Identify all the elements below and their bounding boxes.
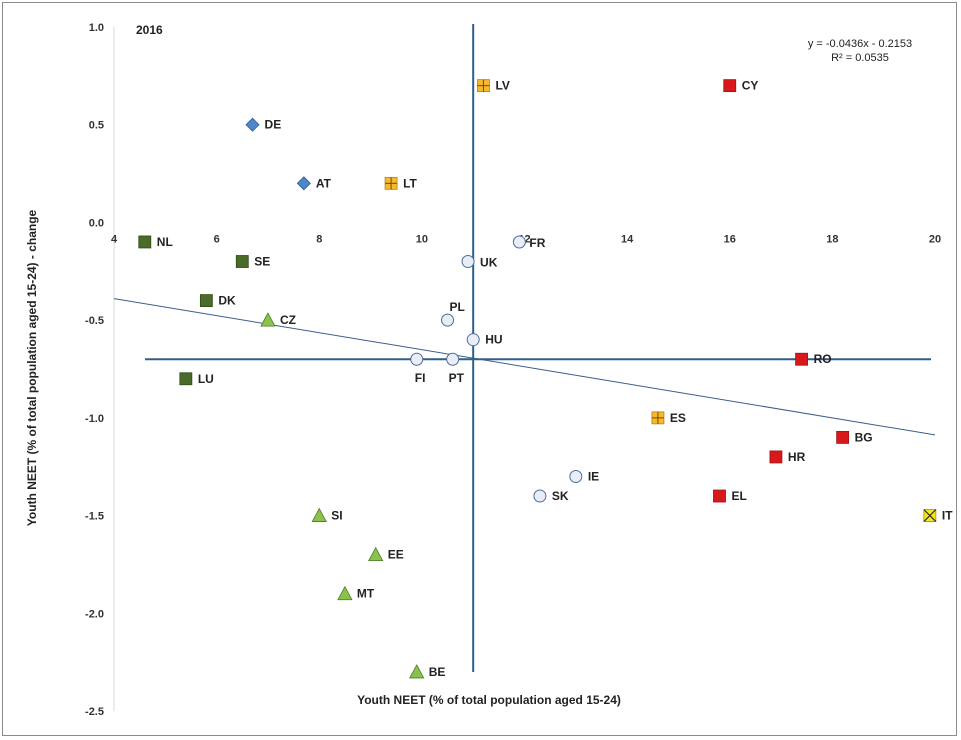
label-sk: SK [552, 489, 569, 503]
x-axis-title: Youth NEET (% of total population aged 1… [357, 693, 621, 707]
label-lt: LT [403, 176, 417, 190]
point-uk [461, 255, 475, 269]
point-at [296, 176, 311, 191]
y-tick-label: -2.5 [85, 706, 104, 718]
x-tick-label: 16 [724, 233, 736, 245]
reference-lines [145, 24, 931, 672]
point-cy [723, 79, 737, 93]
point-si [311, 507, 327, 522]
x-tick-label: 6 [214, 233, 220, 245]
point-cz [260, 312, 276, 327]
y-tick-label: 0.5 [89, 120, 104, 132]
point-labels: DE AT LV LT ES CY RO BG HR EL NL SE DK LU CZ SI EE MT BE FR… [157, 79, 953, 679]
point-it-x2 [923, 509, 937, 522]
label-mt: MT [357, 587, 375, 601]
y-tick-label: -1.5 [85, 511, 104, 523]
point-pl [441, 313, 455, 327]
trendline-equation: y = -0.0436x - 0.2153 [808, 38, 912, 50]
trendline [113, 298, 936, 436]
label-de: DE [265, 118, 282, 132]
x-tick-label: 18 [826, 233, 838, 245]
point-mt [337, 585, 353, 601]
label-cz: CZ [280, 313, 296, 327]
trendline-r2: R² = 0.0535 [831, 52, 889, 64]
point-sk [533, 489, 547, 503]
label-el: EL [731, 489, 746, 503]
point-hr [769, 450, 783, 464]
label-nl: NL [157, 235, 173, 249]
label-uk: UK [480, 256, 498, 270]
label-lu: LU [198, 372, 214, 386]
point-be [409, 664, 425, 679]
x-tick-label: 8 [316, 233, 322, 245]
label-pt: PT [449, 371, 465, 385]
y-tick-label: 1.0 [89, 22, 104, 34]
label-bg: BG [855, 430, 873, 444]
point-el [713, 489, 726, 503]
label-dk: DK [218, 294, 236, 308]
y-tick-label: 0.0 [89, 217, 104, 229]
y-axis-title: Youth NEET (% of total population aged 1… [25, 209, 39, 526]
label-it: IT [942, 509, 953, 523]
x-tick-label: 10 [416, 233, 428, 245]
x-tick-label: 4 [111, 233, 118, 245]
label-cy: CY [742, 79, 759, 93]
label-fi: FI [415, 371, 426, 385]
y-tick-label: -0.5 [85, 315, 104, 327]
y-tick-label: -2.0 [85, 608, 104, 620]
point-dk [199, 294, 213, 308]
label-si: SI [331, 509, 342, 523]
point-ee [368, 546, 384, 562]
point-fr [512, 235, 526, 249]
point-fi [410, 352, 424, 366]
point-pt [446, 352, 460, 366]
label-hu: HU [485, 333, 502, 347]
x-tick-label: 20 [929, 233, 941, 245]
label-at: AT [316, 176, 332, 190]
point-ie [569, 469, 583, 483]
point-se [235, 255, 249, 268]
label-ee: EE [388, 548, 404, 562]
label-se: SE [254, 255, 270, 269]
label-pl: PL [450, 300, 465, 314]
point-bg [836, 430, 850, 444]
point-lu [179, 372, 193, 386]
label-hr: HR [788, 450, 806, 464]
label-lv: LV [495, 79, 509, 93]
point-nl [138, 235, 152, 249]
label-fr: FR [529, 236, 545, 250]
tick-labels: 1.00.50.0-0.5-1.0-1.5-2.0-2.546810121416… [85, 22, 941, 718]
point-hu [466, 333, 480, 347]
y-tick-label: -1.0 [85, 413, 104, 425]
label-be: BE [429, 665, 446, 679]
x-tick-label: 14 [621, 233, 634, 245]
label-ie: IE [588, 469, 599, 483]
point-ro [795, 352, 808, 366]
chart-title: 2016 [136, 23, 163, 37]
trendline-line [113, 298, 936, 436]
point-de [245, 117, 260, 132]
label-ro: RO [814, 352, 832, 366]
data-points [138, 79, 937, 679]
label-es: ES [670, 411, 686, 425]
